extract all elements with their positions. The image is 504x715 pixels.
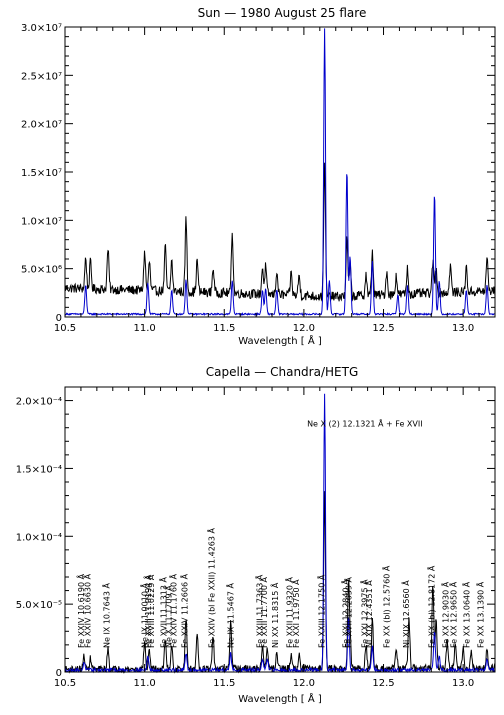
line-id-label: Fe XVIII 11.0229 Å xyxy=(145,574,156,648)
line-id-label: Ne IX 11.5467 Å xyxy=(225,583,236,648)
solar-flare-y-tick-label: 3.0×10⁷ xyxy=(21,23,62,34)
capella-x-tick-label: 11.5 xyxy=(213,678,235,689)
capella-axes-ticks: 10.5 11.0 11.5 12.0 12.5 13.0 0 5.0×10⁻⁵ 1.0×10⁻… xyxy=(16,387,496,689)
solar-flare-x-tick-label: 13.0 xyxy=(452,323,474,334)
capella-x-tick-label: 12.5 xyxy=(372,678,394,689)
solar-flare-plot-frame xyxy=(64,26,496,318)
solar-flare-y-tick-label: 0 xyxy=(56,313,62,324)
line-id-label: Ne X 11.1709 Å xyxy=(163,585,174,648)
capella-series-1 xyxy=(64,393,496,674)
line-id-label: Fe XXI 12.3975 Å xyxy=(358,579,369,648)
solar-flare-y-tick-label: 1.5×10⁷ xyxy=(21,168,62,179)
capella-y-tick-label: 2.0×10⁻⁴ xyxy=(16,397,62,408)
capella-y-tick-label: 0 xyxy=(56,668,62,679)
line-id-label: Fe XX 12.9650 Å xyxy=(448,581,459,648)
solar-flare-axes-ticks: 10.5 11.0 11.5 12.0 12.5 13.0 0 5.0×10⁶ 1.0×10⁷ 1… xyxy=(21,23,496,334)
line-id-label: Fe XXIII 11.0194 Å xyxy=(142,574,153,648)
solar-flare-chart-title: Sun — 1980 August 25 flare xyxy=(198,6,367,20)
capella-x-tick-label: 11.0 xyxy=(133,678,155,689)
line-id-label: Fe XXIV 10.6630 Å xyxy=(81,573,92,648)
line-id-label: Fe XXI 11.9750 Å xyxy=(290,579,301,648)
capella-x-tick-label: 12.0 xyxy=(293,678,315,689)
line-id-label: Fe XXIV 11.2606 Å xyxy=(178,573,189,648)
line-id-label: Fe XXII 11.9320 Å xyxy=(284,577,295,648)
capella-y-tick-label: 5.0×10⁻⁵ xyxy=(16,600,62,611)
line-id-label: Ni XIX 12.6560 Å xyxy=(400,580,411,648)
capella-y-tick-label: 1.5×10⁻⁴ xyxy=(16,464,62,475)
line-id-label: Fe XXIII 11.7363 Å xyxy=(253,574,264,648)
capella-x-axis-label: Wavelength [ Å ] xyxy=(238,692,322,705)
capella-x-tick-label: 13.0 xyxy=(452,678,474,689)
line-id-label: Fe XX (bl) 12.5760 Å xyxy=(381,565,392,648)
line-id-label: Fe XX 13.0640 Å xyxy=(460,581,471,648)
solar-flare-series-1 xyxy=(64,28,496,317)
line-id-label: Ne IX 10.7643 Å xyxy=(100,583,111,648)
line-id-label: Ne IX 11.0010 Å xyxy=(139,583,150,648)
solar-flare-y-tick-label: 5.0×10⁶ xyxy=(21,265,62,276)
line-id-label: Ne X (2) 12.1321 Å + Fe XVII xyxy=(307,417,423,428)
solar-flare-x-tick-label: 11.5 xyxy=(213,323,235,334)
line-id-label: Fe XXIV 10.6190 Å xyxy=(75,573,86,648)
line-id-label: Fe XVII 12.2639 Å xyxy=(343,577,354,648)
capella-x-tick-label: 10.5 xyxy=(54,678,76,689)
solar-flare-y-tick-label: 2.0×10⁷ xyxy=(21,120,62,131)
line-id-label: Fe XX 12.9030 Å xyxy=(440,581,451,648)
line-id-label: Fe XXII 11.7700 Å xyxy=(258,577,269,648)
solar-flare-x-axis-label: Wavelength [ Å ] xyxy=(238,334,322,347)
capella-line-identifications: Fe XXIV 10.6190 ÅFe XXIV 10.6630 Å Ne IX … xyxy=(75,417,486,648)
solar-flare-x-tick-label: 11.0 xyxy=(133,323,155,334)
solar-flare-series-0 xyxy=(64,162,496,302)
solar-flare-x-tick-label: 12.5 xyxy=(372,323,394,334)
capella-plot-frame xyxy=(64,386,496,673)
line-id-label: Fe XX 13.1390 Å xyxy=(475,581,486,648)
line-id-label: Fe XXIV 11.1760 Å xyxy=(167,573,178,648)
line-id-label: Fe XXI 12.2840 Å xyxy=(339,579,350,648)
line-id-label: Ni XX 11.8315 Å xyxy=(269,582,280,648)
capella-y-tick-label: 1.0×10⁻⁴ xyxy=(16,532,62,543)
line-id-label: Fe XXIV (bl Fe XXII) 11.4263 Å xyxy=(206,527,217,648)
solar-flare-x-tick-label: 12.0 xyxy=(293,323,315,334)
line-id-label: Ni XIX 12.4351 Å xyxy=(363,580,374,648)
capella-series-group xyxy=(64,393,496,674)
line-id-label: Fe XXIII 12.1750 Å xyxy=(315,574,326,648)
solar-flare-x-tick-label: 10.5 xyxy=(54,323,76,334)
line-id-label: Fe XVII 11.1313 Å xyxy=(158,577,169,648)
solar-flare-spectrum-panel: Sun — 1980 August 25 flare 10.5 11.0 11.5 1… xyxy=(21,6,496,347)
solar-flare-y-tick-label: 2.5×10⁷ xyxy=(21,71,62,82)
solar-flare-y-tick-label: 1.0×10⁷ xyxy=(21,216,62,227)
capella-chart-title: Capella — Chandra/HETG xyxy=(206,365,359,379)
line-id-label: Fe XX (bl) 12.8172 Å xyxy=(425,565,436,648)
capella-spectrum-panel: Capella — Chandra/HETG 10.5 11.0 11.5 12.0 1… xyxy=(16,365,496,705)
solar-flare-series-group xyxy=(64,28,496,317)
